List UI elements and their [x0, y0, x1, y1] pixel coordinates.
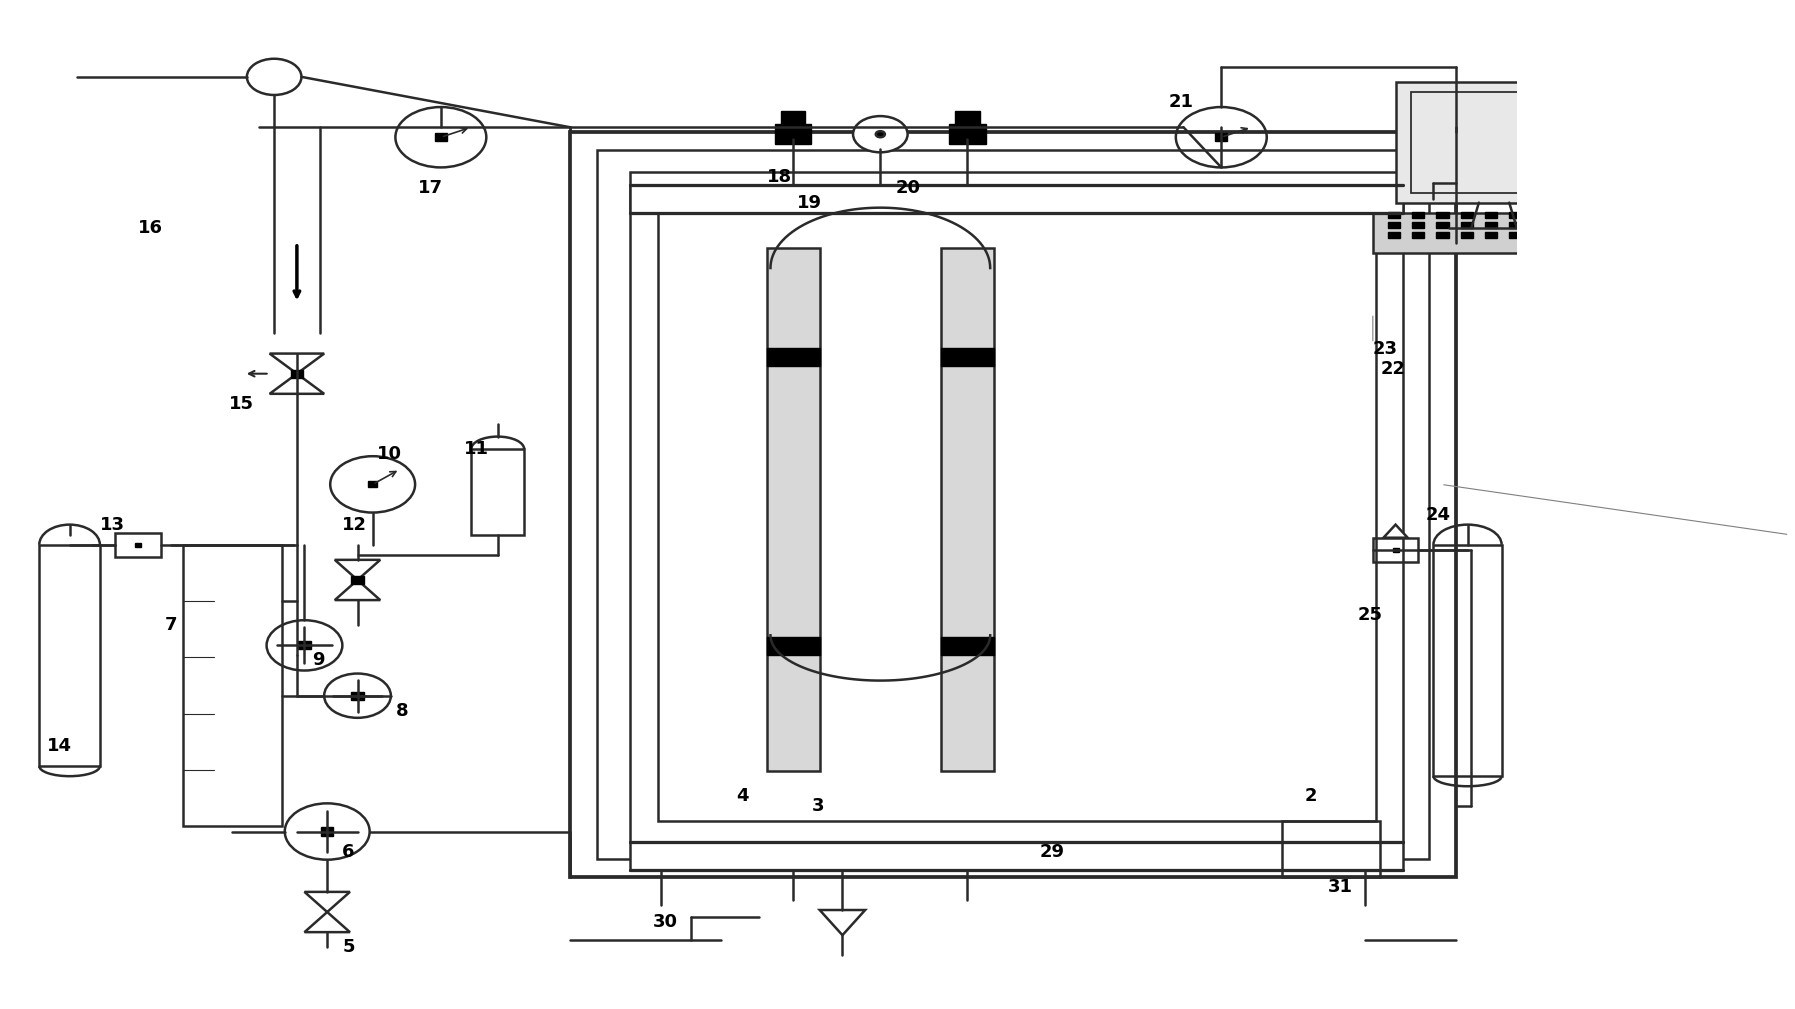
Text: 5: 5 [343, 938, 355, 957]
Text: 22: 22 [1380, 359, 1405, 377]
Text: 21: 21 [1169, 93, 1194, 111]
Polygon shape [1384, 525, 1407, 538]
Bar [321, 827, 334, 835]
Bar [298, 642, 311, 650]
Text: 20: 20 [896, 179, 921, 197]
Bar [766, 248, 820, 771]
Text: 2: 2 [1305, 787, 1318, 805]
Text: 3: 3 [811, 797, 824, 815]
Bar [1388, 222, 1400, 228]
Bar [1461, 232, 1474, 238]
Bar [1282, 821, 1380, 877]
Text: 14: 14 [47, 737, 72, 755]
Bar [434, 133, 447, 141]
Bar [1461, 222, 1474, 228]
Bar [1388, 212, 1400, 218]
Bar [1411, 92, 1578, 193]
Bar [950, 124, 985, 144]
Text: 18: 18 [766, 169, 792, 187]
Bar [941, 248, 994, 771]
Bar [1436, 212, 1449, 218]
Text: 9: 9 [312, 652, 325, 669]
Bar [115, 533, 160, 557]
Bar [1558, 232, 1571, 238]
Bar [955, 111, 980, 126]
Bar [1461, 212, 1474, 218]
Bar [941, 638, 994, 656]
Polygon shape [336, 580, 381, 600]
Bar [1510, 222, 1522, 228]
Polygon shape [305, 892, 350, 912]
Bar [1413, 212, 1425, 218]
Bar [1484, 222, 1497, 228]
Bar [135, 543, 140, 547]
Bar [1373, 538, 1418, 562]
Bar [657, 193, 1375, 821]
Bar [941, 347, 994, 365]
Text: 4: 4 [736, 787, 749, 805]
Bar [1484, 212, 1497, 218]
Text: 25: 25 [1357, 606, 1382, 625]
Circle shape [853, 116, 908, 152]
Bar [569, 132, 1456, 877]
Text: 13: 13 [101, 516, 126, 534]
Bar [781, 111, 806, 126]
Bar [1413, 222, 1425, 228]
Bar [1533, 222, 1545, 228]
Bar [1215, 133, 1228, 141]
Bar [766, 347, 820, 365]
Bar [352, 691, 364, 699]
Polygon shape [336, 560, 381, 580]
Bar [1533, 232, 1545, 238]
Polygon shape [820, 910, 865, 935]
Text: 6: 6 [343, 843, 355, 861]
Bar [470, 449, 524, 535]
Bar [1558, 212, 1571, 218]
Bar [1395, 82, 1592, 203]
Text: 30: 30 [653, 913, 679, 931]
Bar [598, 150, 1429, 859]
Text: 23: 23 [1373, 340, 1398, 357]
Text: 12: 12 [343, 516, 368, 534]
Text: 29: 29 [1039, 843, 1064, 861]
Text: 19: 19 [797, 194, 822, 212]
Bar [630, 842, 1404, 870]
Bar [39, 545, 101, 766]
Text: 15: 15 [228, 395, 253, 413]
Polygon shape [269, 373, 325, 394]
Bar [766, 638, 820, 656]
Text: 17: 17 [418, 179, 443, 197]
Text: 8: 8 [395, 702, 407, 719]
Bar [1388, 232, 1400, 238]
Bar [352, 576, 364, 584]
Bar [1533, 212, 1545, 218]
Bar [1558, 222, 1571, 228]
Text: 24: 24 [1425, 506, 1450, 524]
Bar [1510, 212, 1522, 218]
Bar [1434, 545, 1502, 776]
Bar [183, 545, 282, 826]
Bar [291, 369, 303, 377]
Bar [1510, 232, 1522, 238]
Bar [775, 124, 811, 144]
Bar [630, 173, 1404, 842]
Bar [1436, 232, 1449, 238]
Bar [1436, 222, 1449, 228]
Text: 16: 16 [138, 219, 163, 237]
Bar [630, 185, 1404, 213]
Text: 31: 31 [1327, 878, 1352, 896]
Text: 7: 7 [165, 616, 178, 635]
Bar [1373, 213, 1616, 253]
Text: 11: 11 [463, 440, 488, 458]
Text: 10: 10 [377, 445, 402, 463]
Circle shape [876, 131, 885, 137]
Bar [368, 481, 377, 487]
Bar [1413, 232, 1425, 238]
Bar [1393, 548, 1398, 552]
Bar [1484, 232, 1497, 238]
Polygon shape [305, 912, 350, 932]
Polygon shape [269, 353, 325, 373]
